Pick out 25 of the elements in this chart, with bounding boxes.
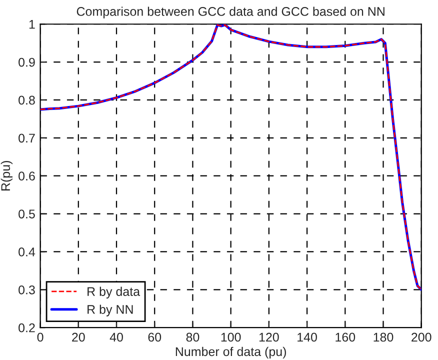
y-tick-label: 0.2 xyxy=(18,323,35,332)
y-tick-label: 0.6 xyxy=(18,172,35,181)
x-tick-label: 140 xyxy=(298,332,317,342)
x-tick-label: 180 xyxy=(374,332,394,342)
x-tick-label: 40 xyxy=(110,332,123,342)
y-tick-label: 1 xyxy=(29,20,35,29)
chart-title: Comparison between GCC data and GCC based on NN xyxy=(76,6,384,18)
x-tick-label: 60 xyxy=(148,332,162,342)
y-tick-label: 0.5 xyxy=(18,210,35,218)
x-tick-label: 200 xyxy=(412,332,432,342)
legend-label: R by NN xyxy=(88,304,133,316)
x-tick-label: 160 xyxy=(336,332,356,342)
x-axis-title: Number of data (pu) xyxy=(176,346,286,359)
legend-label: R by data xyxy=(88,286,140,298)
y-tick-label: 0.7 xyxy=(18,134,35,143)
y-tick-label: 0.9 xyxy=(18,58,35,67)
y-tick-label: 0.4 xyxy=(18,248,36,256)
x-tick-label: 20 xyxy=(72,332,85,342)
y-tick-label: 0.8 xyxy=(18,96,35,105)
y-tick-label: 0.3 xyxy=(18,285,35,294)
x-tick-label: 80 xyxy=(186,332,200,342)
x-tick-label: 100 xyxy=(221,332,241,342)
y-axis-title: R(pu) xyxy=(0,161,13,190)
x-tick-label: 120 xyxy=(259,332,279,342)
x-tick-label: 0 xyxy=(37,332,44,342)
